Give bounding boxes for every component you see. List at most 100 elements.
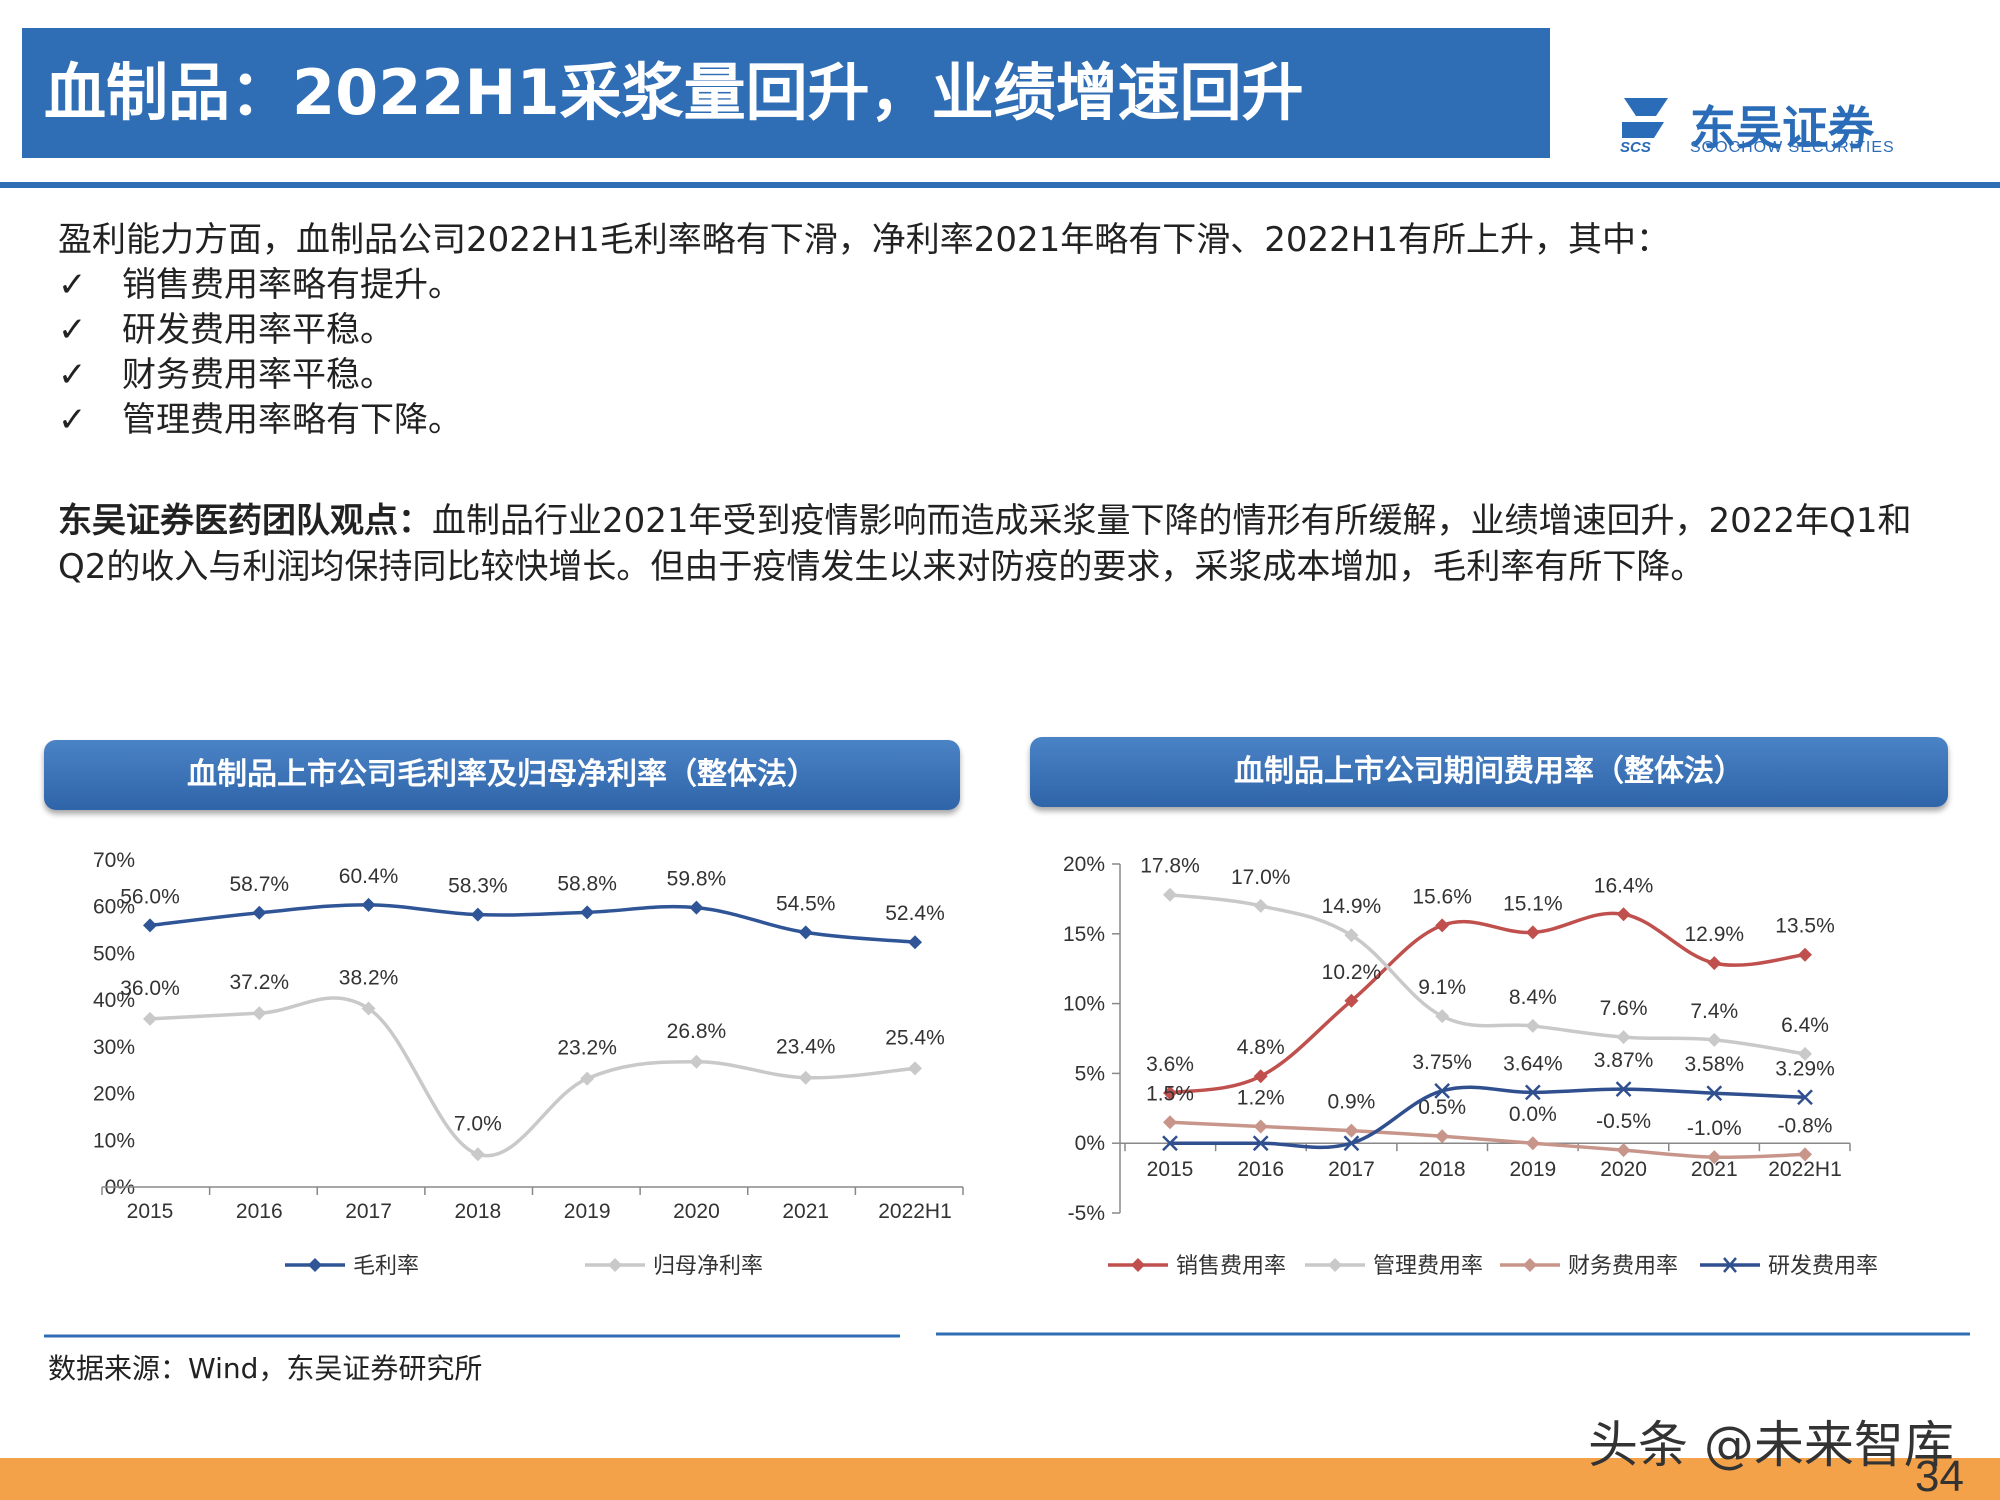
data-label: 7.0% bbox=[454, 1112, 502, 1135]
data-label: 3.64% bbox=[1503, 1052, 1563, 1075]
series-line bbox=[149, 903, 916, 944]
data-point bbox=[689, 1054, 704, 1069]
soochow-logo-icon bbox=[1622, 98, 1668, 138]
x-tick-label: 2020 bbox=[673, 1200, 720, 1223]
y-tick-label: 50% bbox=[93, 942, 135, 965]
legend-label: 销售费用率 bbox=[1176, 1254, 1286, 1279]
data-label: 9.1% bbox=[1418, 976, 1466, 999]
intro-line: 盈利能力方面，血制品公司2022H1毛利率略有下滑，净利率2021年略有下滑、2… bbox=[58, 220, 1670, 260]
bullet-text: 研发费用率平稳。 bbox=[122, 310, 394, 350]
data-label: 10.2% bbox=[1322, 961, 1382, 984]
y-tick-label: 5% bbox=[1075, 1062, 1105, 1085]
y-tick-label: -5% bbox=[1068, 1202, 1105, 1225]
data-point bbox=[1253, 898, 1268, 913]
data-label: 0.5% bbox=[1418, 1096, 1466, 1119]
x-tick-label: 2021 bbox=[782, 1200, 829, 1223]
data-point bbox=[470, 907, 485, 922]
data-point bbox=[1524, 1084, 1541, 1101]
data-label: 16.4% bbox=[1594, 874, 1654, 897]
series-line bbox=[149, 996, 916, 1158]
data-point bbox=[1163, 1115, 1177, 1130]
x-tick-label: 2018 bbox=[1419, 1158, 1466, 1181]
data-point bbox=[580, 1071, 595, 1086]
check-icon: ✓ bbox=[58, 355, 87, 395]
data-point bbox=[798, 925, 813, 940]
data-point bbox=[1615, 1081, 1632, 1098]
legend-marker bbox=[1523, 1258, 1537, 1272]
bullet-item: ✓ 销售费用率略有提升。 bbox=[58, 263, 462, 308]
title-bar bbox=[22, 28, 1550, 158]
y-tick-label: 10% bbox=[93, 1129, 135, 1152]
legend-marker bbox=[1328, 1258, 1342, 1272]
data-point bbox=[1434, 1082, 1451, 1099]
data-point bbox=[1707, 1032, 1722, 1047]
data-point bbox=[1525, 1136, 1540, 1151]
data-point bbox=[470, 1147, 485, 1162]
check-icon: ✓ bbox=[58, 310, 87, 350]
data-point bbox=[1525, 925, 1540, 940]
data-source: 数据来源：Wind，东吴证券研究所 bbox=[48, 1352, 483, 1385]
data-point bbox=[1798, 1147, 1812, 1162]
data-point bbox=[1798, 947, 1812, 962]
data-label: 0.0% bbox=[1509, 1103, 1557, 1126]
data-label: 13.5% bbox=[1775, 915, 1835, 938]
y-tick-label: 20% bbox=[93, 1083, 135, 1106]
legend-marker bbox=[1723, 1257, 1737, 1273]
data-point bbox=[1435, 918, 1450, 933]
data-label: 58.3% bbox=[448, 875, 508, 898]
data-label: 4.8% bbox=[1237, 1036, 1285, 1059]
data-label: 3.58% bbox=[1685, 1053, 1745, 1076]
data-point bbox=[1344, 993, 1359, 1008]
data-label: 3.75% bbox=[1412, 1051, 1472, 1074]
y-tick-label: 70% bbox=[93, 849, 135, 872]
x-tick-label: 2021 bbox=[1691, 1158, 1738, 1181]
series-line bbox=[1169, 1120, 1806, 1160]
x-tick-label: 2015 bbox=[127, 1200, 174, 1223]
data-point bbox=[1616, 907, 1631, 922]
legend-label: 归母净利率 bbox=[653, 1254, 763, 1279]
bullet-item: ✓ 研发费用率平稳。 bbox=[58, 308, 394, 353]
data-point bbox=[1344, 928, 1359, 943]
x-tick-label: 2022H1 bbox=[878, 1200, 952, 1223]
data-point bbox=[908, 1061, 922, 1076]
legend-label: 管理费用率 bbox=[1373, 1254, 1483, 1279]
data-label: 23.2% bbox=[557, 1037, 617, 1060]
x-tick-label: 2016 bbox=[236, 1200, 283, 1223]
data-label: 8.4% bbox=[1509, 986, 1557, 1009]
data-point bbox=[1253, 1069, 1268, 1084]
right-chart-title: 血制品上市公司期间费用率（整体法） bbox=[1030, 737, 1948, 807]
data-label: 3.87% bbox=[1594, 1049, 1654, 1072]
data-point bbox=[1706, 1085, 1723, 1102]
legend-label: 财务费用率 bbox=[1568, 1254, 1678, 1279]
data-label: 54.5% bbox=[776, 892, 836, 915]
data-point bbox=[361, 897, 376, 912]
data-point bbox=[1707, 956, 1722, 971]
data-point bbox=[1344, 1123, 1359, 1138]
series-line bbox=[1169, 911, 1806, 1095]
data-point bbox=[908, 935, 922, 950]
x-tick-label: 2015 bbox=[1147, 1158, 1194, 1181]
data-label: 7.4% bbox=[1690, 1000, 1738, 1023]
data-point bbox=[1253, 1119, 1268, 1134]
x-tick-label: 2016 bbox=[1237, 1158, 1284, 1181]
data-label: 58.7% bbox=[230, 873, 290, 896]
data-label: -1.0% bbox=[1687, 1117, 1742, 1140]
data-point bbox=[1162, 1135, 1178, 1152]
data-point bbox=[361, 1001, 376, 1016]
bullet-item: ✓ 管理费用率略有下降。 bbox=[58, 398, 462, 443]
data-label: 59.8% bbox=[667, 868, 727, 891]
header-rule bbox=[0, 182, 2000, 188]
data-point bbox=[143, 1011, 157, 1026]
footer-bar bbox=[0, 1458, 2000, 1500]
y-tick-label: 20% bbox=[1063, 853, 1105, 876]
data-point bbox=[1163, 1085, 1177, 1100]
opinion-label: 东吴证券医药团队观点： bbox=[58, 501, 432, 541]
data-label: 17.0% bbox=[1231, 866, 1291, 889]
data-label: 15.6% bbox=[1412, 885, 1472, 908]
data-point bbox=[798, 1070, 813, 1085]
opinion-paragraph: 东吴证券医药团队观点：血制品行业2021年受到疫情影响而造成采浆量下降的情形有所… bbox=[58, 498, 1958, 590]
x-tick-label: 2022H1 bbox=[1768, 1158, 1842, 1181]
data-label: 3.29% bbox=[1775, 1057, 1835, 1080]
y-tick-label: 10% bbox=[1063, 993, 1105, 1016]
